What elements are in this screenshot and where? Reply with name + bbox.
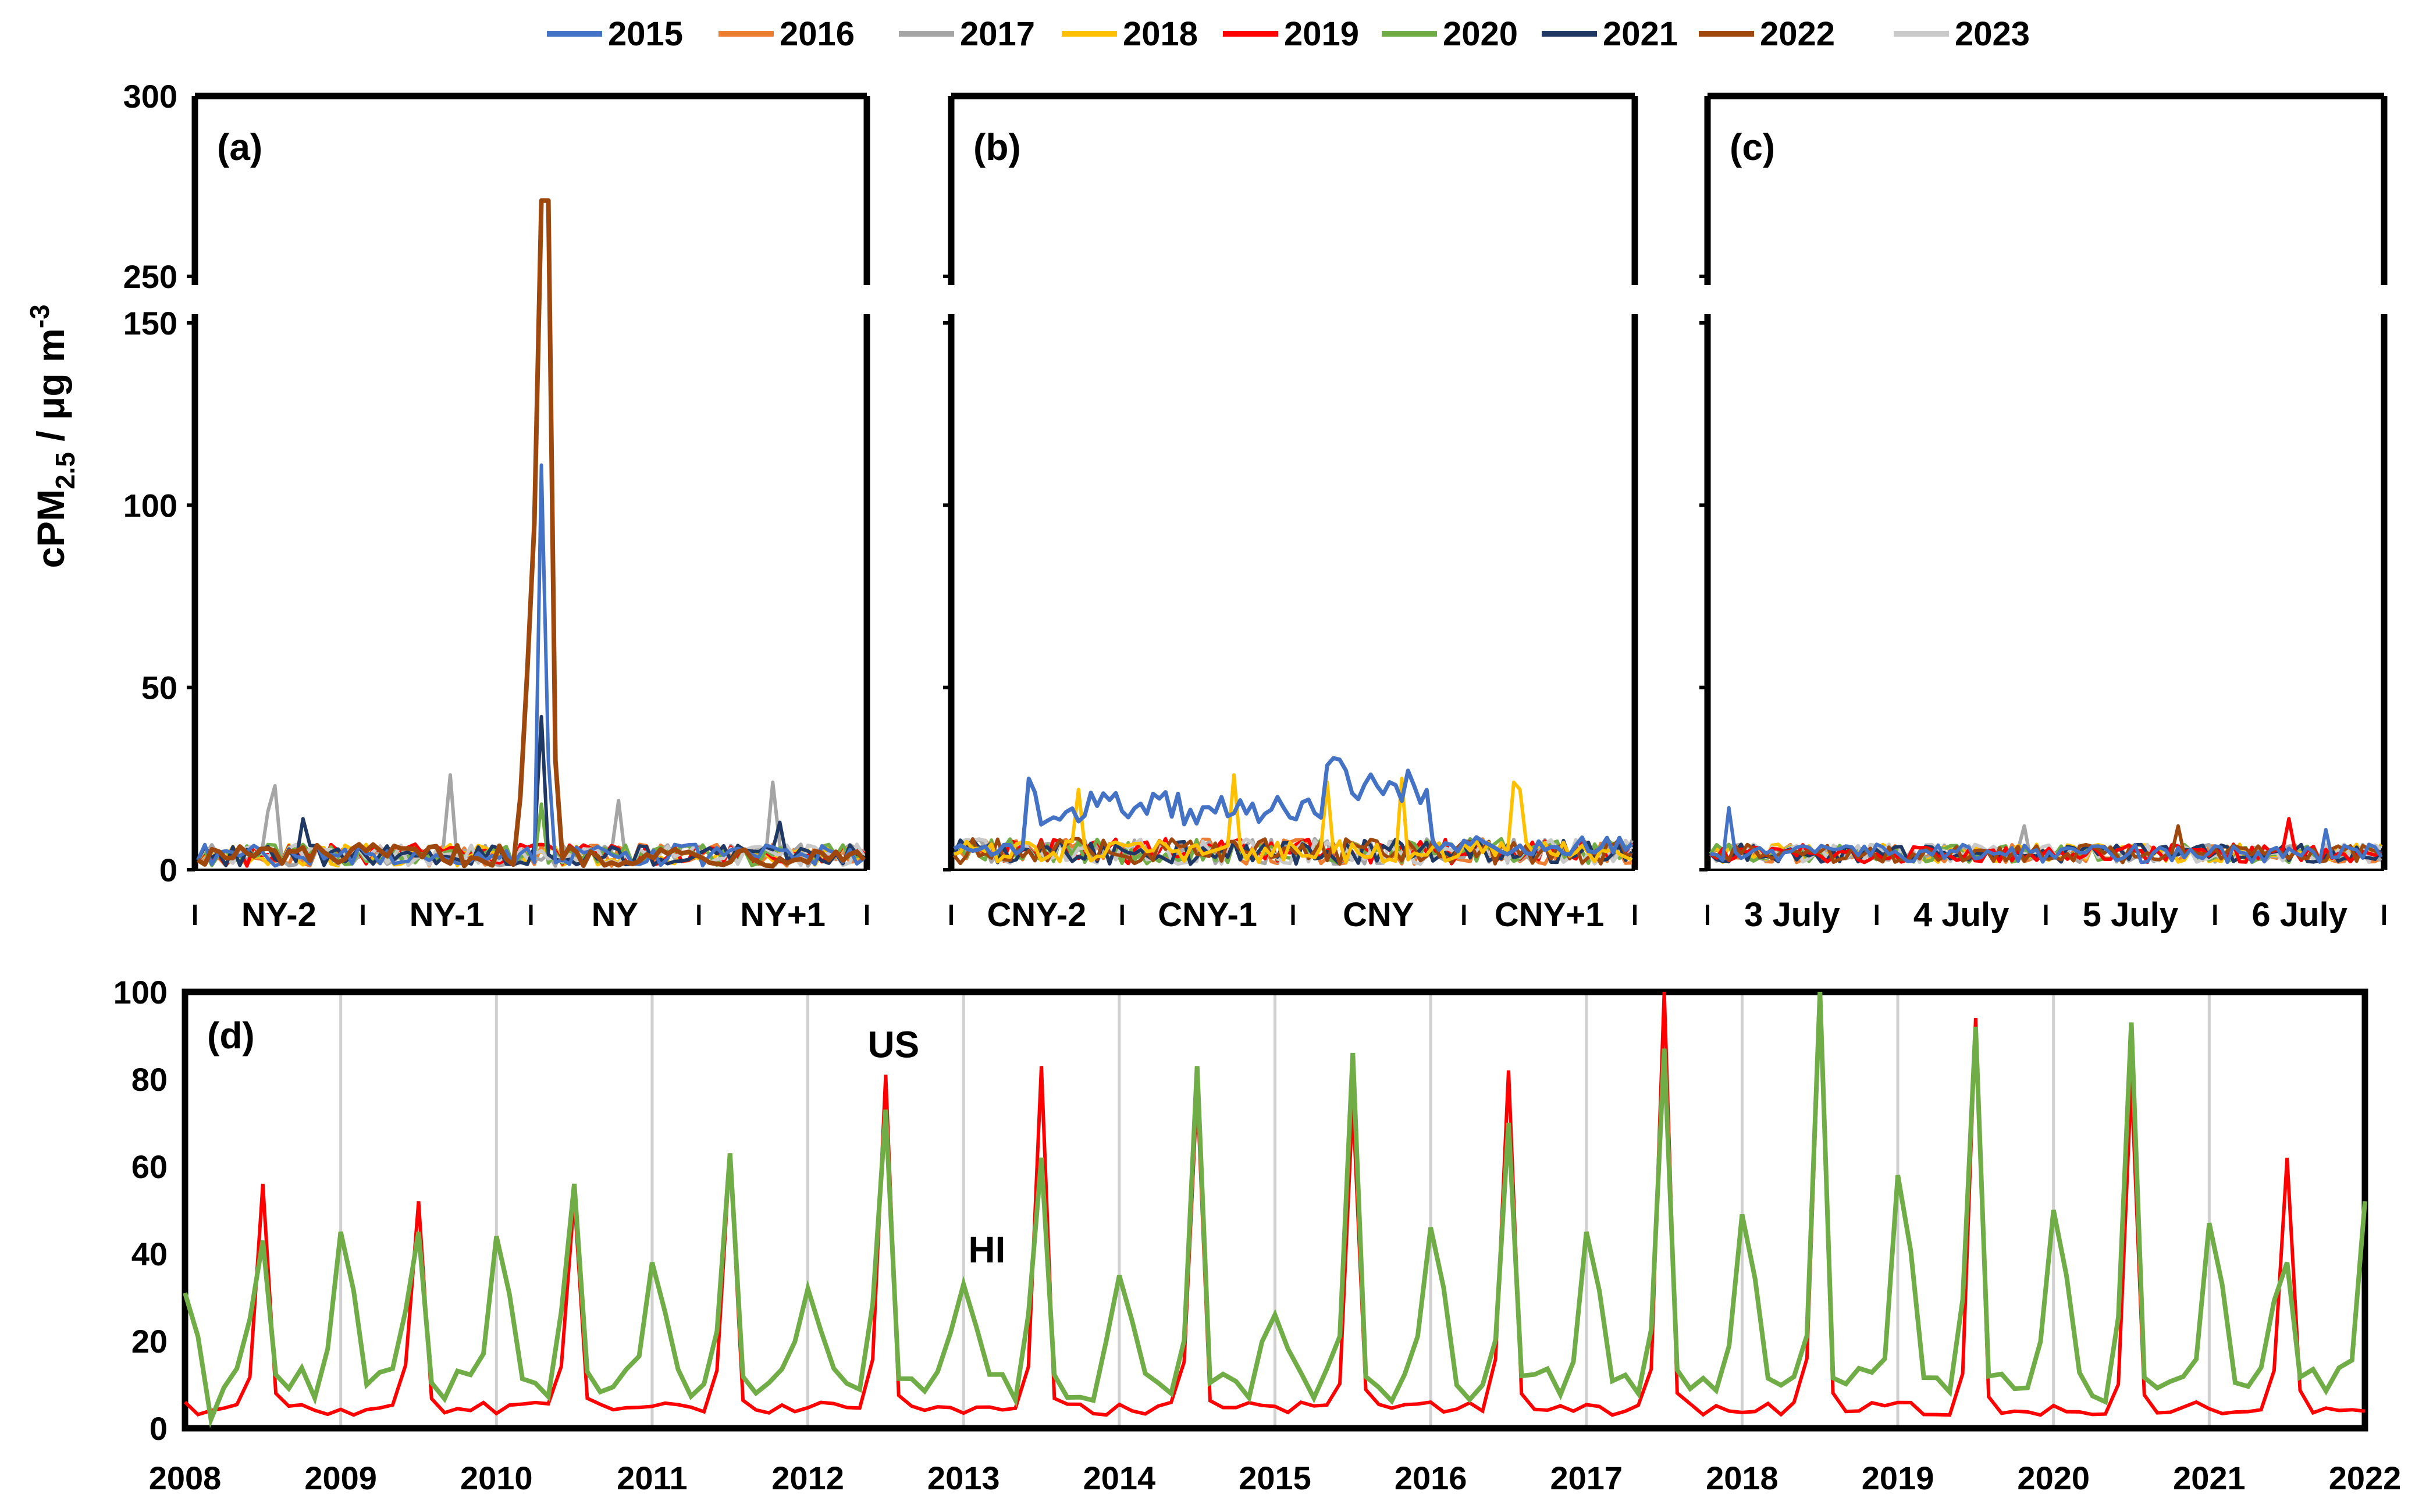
- panel-a: 0 50 100 150 250 300 (a) NY-2 NY-1 NY NY+1: [123, 78, 870, 934]
- panel-d-series-us: [183, 991, 2366, 1417]
- legend-label-2020: 2020: [1443, 15, 1518, 53]
- panel-d-x-tick-label-2017: 2017: [1550, 1460, 1623, 1496]
- panel-d-annotation-us: US: [867, 1024, 919, 1066]
- y-tick-label-150: 150: [123, 305, 177, 341]
- panel-d-tag: (d): [207, 1015, 255, 1056]
- panel-d: (d) 0 20 40 60 80 100 2008 2009 2010 2011 2012 2013 2…: [113, 974, 2402, 1496]
- legend-label-2022: 2022: [1760, 15, 1835, 53]
- panel-a-xlabel-0: NY-2: [241, 896, 316, 934]
- panel-a-tag: (a): [217, 126, 262, 168]
- panel-b-series-2015: [953, 756, 1634, 858]
- panel-b-xlabel-2: CNY: [1343, 896, 1414, 934]
- legend-label-2017: 2017: [960, 15, 1035, 53]
- panel-d-series-hi: [183, 991, 2367, 1428]
- legend-label-2021: 2021: [1603, 15, 1678, 53]
- y-tick-label-100: 100: [123, 487, 177, 524]
- panel-c-xlabel-1: 4 July: [1913, 896, 2009, 934]
- legend-label-2018: 2018: [1123, 15, 1198, 53]
- panel-c-xlabel-0: 3 July: [1744, 896, 1840, 934]
- panel-d-x-tick-label-2016: 2016: [1395, 1460, 1467, 1496]
- legend-label-2015: 2015: [608, 15, 683, 53]
- panel-d-y-tick-label-20: 20: [131, 1323, 168, 1360]
- panel-d-x-tick-label-2018: 2018: [1706, 1460, 1778, 1496]
- panel-d-x-tick-label-2012: 2012: [771, 1460, 844, 1496]
- panel-d-annotation-hi: HI: [968, 1229, 1005, 1271]
- panel-d-x-tick-label-2014: 2014: [1083, 1460, 1156, 1496]
- y-tick-label-250: 250: [123, 258, 177, 295]
- panel-c-series-2015: [1710, 806, 2383, 864]
- panel-d-y-tick-label-0: 0: [150, 1410, 168, 1447]
- y-tick-label-50: 50: [141, 670, 177, 706]
- panel-d-x-tick-label-2008: 2008: [149, 1460, 222, 1496]
- panel-b-xlabel-1: CNY-1: [1158, 896, 1257, 934]
- panel-d-x-tick-label-2011: 2011: [617, 1460, 688, 1496]
- panel-d-x-tick-label-2015: 2015: [1239, 1460, 1311, 1496]
- panel-b-series-2018: [954, 773, 1633, 864]
- panel-b: (b) CNY-2 CNY-1 CNY CNY+1: [943, 93, 1638, 934]
- y-tick-label-300: 300: [123, 78, 177, 115]
- panel-d-x-tick-label-2010: 2010: [460, 1460, 533, 1496]
- panel-b-xlabel-3: CNY+1: [1495, 896, 1605, 934]
- panel-b-xlabel-0: CNY-2: [987, 896, 1086, 934]
- panel-a-series-2021: [196, 714, 865, 867]
- y-tick-label-0: 0: [159, 852, 177, 888]
- legend: 2015 2016 2017 2018 2019 2020 2021 2022 2023: [547, 15, 2030, 53]
- panel-c: (c) 3 July 4 July 5 July 6 July: [1699, 93, 2388, 934]
- panel-c-xlabel-3: 6 July: [2251, 896, 2347, 934]
- panel-b-tag: (b): [973, 126, 1021, 168]
- panel-d-y-tick-label-80: 80: [131, 1061, 168, 1098]
- y-axis-label: cPM2.5 / μg m-3: [24, 304, 80, 568]
- legend-label-2019: 2019: [1284, 15, 1359, 53]
- panel-d-x-tick-label-2013: 2013: [927, 1460, 1000, 1496]
- panel-d-y-tick-label-40: 40: [131, 1236, 168, 1272]
- panel-d-y-tick-label-100: 100: [113, 974, 168, 1011]
- panel-a-xlabel-1: NY-1: [410, 896, 485, 934]
- legend-label-2023: 2023: [1955, 15, 2030, 53]
- panel-a-xlabel-2: NY: [592, 896, 639, 934]
- panel-a-series-2022: [196, 198, 866, 869]
- panel-c-xlabel-2: 5 July: [2083, 896, 2178, 934]
- panel-d-x-tick-label-2009: 2009: [304, 1460, 377, 1496]
- panel-d-x-tick-label-2021: 2021: [2173, 1460, 2246, 1496]
- panel-d-y-tick-label-60: 60: [131, 1148, 168, 1185]
- panel-a-series-2015: [196, 463, 865, 868]
- panel-d-x-tick-label-2020: 2020: [2017, 1460, 2090, 1496]
- panel-d-x-tick-label-2019: 2019: [1862, 1460, 1934, 1496]
- panel-a-xlabel-3: NY+1: [740, 896, 826, 934]
- legend-label-2016: 2016: [780, 15, 855, 53]
- panel-c-tag: (c): [1730, 126, 1775, 168]
- panel-d-x-tick-label-2022: 2022: [2329, 1460, 2402, 1496]
